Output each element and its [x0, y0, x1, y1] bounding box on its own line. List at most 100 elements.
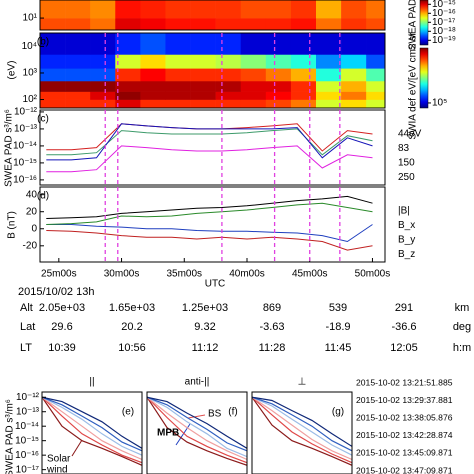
x-tick-label: 40m00s: [229, 269, 265, 280]
heat-cell: [40, 33, 66, 55]
heat-cell: [65, 80, 91, 92]
heat-cell: [40, 54, 66, 69]
heat-cell: [265, 68, 292, 82]
heat-cell: [140, 68, 166, 82]
heat-cell: [366, 0, 385, 19]
annotation: wind: [46, 465, 68, 474]
panel-title: ||: [89, 377, 94, 388]
panel-frame: [39, 0, 386, 31]
legend-time: 2015-10-02 13:42:28.874: [356, 430, 453, 440]
heat-cell: [115, 99, 141, 108]
table-cell: 291: [395, 302, 413, 314]
heat-cell: [190, 33, 216, 55]
heat-cell: [115, 0, 141, 19]
y-tick-label: 10⁻¹⁴: [13, 141, 37, 152]
heat-cell: [190, 68, 216, 82]
series-line: [42, 396, 142, 452]
heat-cell: [115, 91, 141, 100]
heat-cell: [316, 99, 342, 108]
legend-time: 2015-10-02 13:47:09.871: [356, 465, 453, 474]
heat-cell: [165, 54, 191, 69]
table-cell: 29.6: [51, 321, 72, 333]
heat-cell: [341, 54, 367, 69]
series-line: [42, 396, 142, 461]
series-line: [42, 396, 142, 456]
table-cell: 11:45: [325, 342, 352, 354]
heat-cell: [165, 68, 191, 82]
series-line: [42, 396, 142, 464]
series-line: [252, 396, 352, 456]
panel-frame: [251, 391, 353, 474]
table-cell: 1.65e+03: [109, 302, 155, 314]
heat-cell: [316, 33, 342, 55]
heat-cell: [316, 54, 342, 69]
heat-cell: [90, 80, 116, 92]
heat-cell: [65, 99, 91, 108]
heat-cell: [366, 99, 385, 108]
y-tick-label: 10⁻¹³: [16, 406, 40, 417]
series-line: [147, 396, 247, 458]
heat-cell: [265, 33, 292, 55]
series-line: [42, 396, 142, 466]
heat-cell: [65, 54, 91, 69]
series-line: [46, 145, 373, 173]
heat-cell: [215, 18, 242, 30]
heat-cell: [140, 18, 166, 30]
table-cell: Alt: [20, 302, 33, 314]
legend-time: 2015-10-02 13:38:05.876: [356, 412, 453, 422]
panel-label: (g): [332, 407, 344, 418]
plot-area: [40, 33, 385, 108]
panel-frame: [39, 109, 386, 186]
series-line: [147, 396, 247, 464]
heat-cell: [40, 68, 66, 82]
y-tick-label: 10¹: [23, 13, 38, 24]
heat-cell: [190, 99, 216, 108]
y-tick-label: 10³: [23, 68, 38, 79]
heat-cell: [40, 91, 66, 100]
colorbar-tick-label: 10⁻¹⁹: [432, 35, 456, 46]
panel-label: (c): [37, 114, 49, 125]
heat-cell: [115, 54, 141, 69]
table-cell: 12:05: [390, 342, 418, 354]
legend-time: 2015-10-02 13:29:37.881: [356, 395, 453, 405]
y-tick-label: 10²: [23, 94, 38, 105]
y-tick-label: 10⁻¹⁷: [16, 464, 40, 474]
x-tick-label: 45m00s: [292, 269, 328, 280]
panel: [39, 32, 386, 109]
heat-cell: [190, 0, 216, 19]
heat-cell: [90, 91, 116, 100]
heat-cell: [90, 54, 116, 69]
table-cell: 11:12: [192, 342, 219, 354]
table-cell: 539: [329, 302, 347, 314]
plot-area: [46, 195, 373, 251]
y-tick-label: 0: [31, 223, 37, 234]
panel: [251, 391, 353, 474]
heat-cell: [290, 91, 317, 100]
series-line: [46, 202, 373, 225]
heat-cell: [366, 68, 385, 82]
legend-label: 250: [398, 172, 415, 183]
heat-cell: [265, 18, 292, 30]
heat-cell: [240, 54, 267, 69]
panel-title: anti-||: [185, 377, 210, 388]
heat-cell: [190, 54, 216, 69]
y-tick-label: 10⁻¹²: [14, 107, 38, 118]
heat-cell: [65, 33, 91, 55]
legend-label: 150: [398, 158, 415, 169]
panel-frame: [41, 391, 143, 474]
panel: [39, 0, 386, 31]
heat-cell: [341, 68, 367, 82]
heat-cell: [115, 18, 141, 30]
heat-cell: [265, 91, 292, 100]
heat-cell: [140, 99, 166, 108]
plot-area: [147, 396, 247, 466]
heat-cell: [165, 33, 191, 55]
heat-cell: [290, 54, 317, 69]
heat-cell: [190, 18, 216, 30]
heat-cell: [316, 18, 342, 30]
y-axis-label: B (nT): [7, 211, 18, 239]
plot-area: [40, 0, 385, 30]
heat-cell: [215, 80, 242, 92]
legend-label: B_x: [398, 220, 415, 231]
